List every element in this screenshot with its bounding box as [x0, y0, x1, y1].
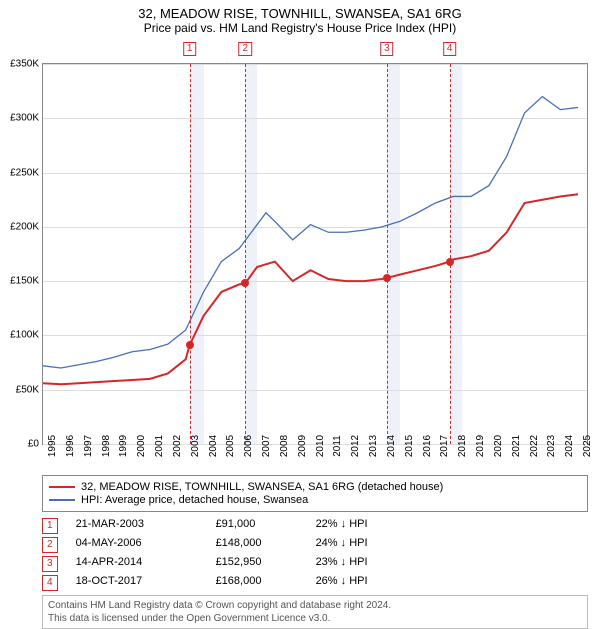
event-marker — [446, 258, 454, 266]
event-row-pct: 26% ↓ HPI — [316, 575, 426, 591]
legend-swatch — [49, 499, 75, 501]
y-tick-label: £200K — [10, 221, 39, 232]
event-marker — [241, 279, 249, 287]
chart-plot-area: £0£50K£100K£150K£200K£250K£300K£350K1995… — [42, 63, 588, 445]
event-row: 4 18-OCT-2017£168,00026% ↓ HPI — [42, 575, 588, 591]
event-row-price: £148,000 — [216, 537, 316, 553]
legend-row: HPI: Average price, detached house, Swan… — [49, 494, 581, 506]
event-tag: 2 — [238, 42, 252, 56]
y-tick-label: £250K — [10, 167, 39, 178]
footer-line-1: Contains HM Land Registry data © Crown c… — [48, 599, 582, 612]
event-tag: 4 — [443, 42, 457, 56]
event-row-date: 21-MAR-2003 — [76, 518, 216, 534]
event-line — [387, 64, 388, 444]
event-row-price: £91,000 — [216, 518, 316, 534]
event-row-tag: 1 — [42, 518, 58, 534]
legend-box: 32, MEADOW RISE, TOWNHILL, SWANSEA, SA1 … — [42, 475, 588, 512]
footer-attribution: Contains HM Land Registry data © Crown c… — [42, 595, 588, 629]
event-tag: 3 — [380, 42, 394, 56]
line-layer — [43, 64, 587, 444]
event-row-price: £168,000 — [216, 575, 316, 591]
event-row-date: 14-APR-2014 — [76, 556, 216, 572]
legend-label: 32, MEADOW RISE, TOWNHILL, SWANSEA, SA1 … — [81, 481, 443, 493]
event-row: 2 04-MAY-2006£148,00024% ↓ HPI — [42, 537, 588, 553]
event-tag: 1 — [183, 42, 197, 56]
chart-title: 32, MEADOW RISE, TOWNHILL, SWANSEA, SA1 … — [0, 6, 600, 21]
event-marker — [383, 274, 391, 282]
event-row-tag: 3 — [42, 556, 58, 572]
legend-label: HPI: Average price, detached house, Swan… — [81, 494, 308, 506]
y-tick-label: £350K — [10, 59, 39, 70]
chart-subtitle: Price paid vs. HM Land Registry's House … — [0, 21, 600, 35]
event-row-date: 04-MAY-2006 — [76, 537, 216, 553]
event-line — [450, 64, 451, 444]
y-tick-label: £150K — [10, 276, 39, 287]
event-row-tag: 4 — [42, 575, 58, 591]
event-row: 1 21-MAR-2003£91,00022% ↓ HPI — [42, 518, 588, 534]
series-blue — [43, 97, 578, 368]
y-tick-label: £300K — [10, 113, 39, 124]
event-row-tag: 2 — [42, 537, 58, 553]
y-tick-label: £50K — [16, 384, 39, 395]
event-row-pct: 22% ↓ HPI — [316, 518, 426, 534]
event-marker — [186, 341, 194, 349]
legend-swatch — [49, 486, 75, 488]
event-line — [190, 64, 191, 444]
y-tick-label: £0 — [28, 439, 39, 450]
event-row-price: £152,950 — [216, 556, 316, 572]
series-red — [43, 194, 578, 384]
legend-row: 32, MEADOW RISE, TOWNHILL, SWANSEA, SA1 … — [49, 481, 581, 493]
event-row-pct: 24% ↓ HPI — [316, 537, 426, 553]
footer-line-2: This data is licensed under the Open Gov… — [48, 612, 582, 625]
event-row: 3 14-APR-2014£152,95023% ↓ HPI — [42, 556, 588, 572]
events-table: 1 21-MAR-2003£91,00022% ↓ HPI 2 04-MAY-2006… — [42, 518, 588, 591]
event-row-date: 18-OCT-2017 — [76, 575, 216, 591]
y-tick-label: £100K — [10, 330, 39, 341]
event-row-pct: 23% ↓ HPI — [316, 556, 426, 572]
event-line — [245, 64, 246, 444]
